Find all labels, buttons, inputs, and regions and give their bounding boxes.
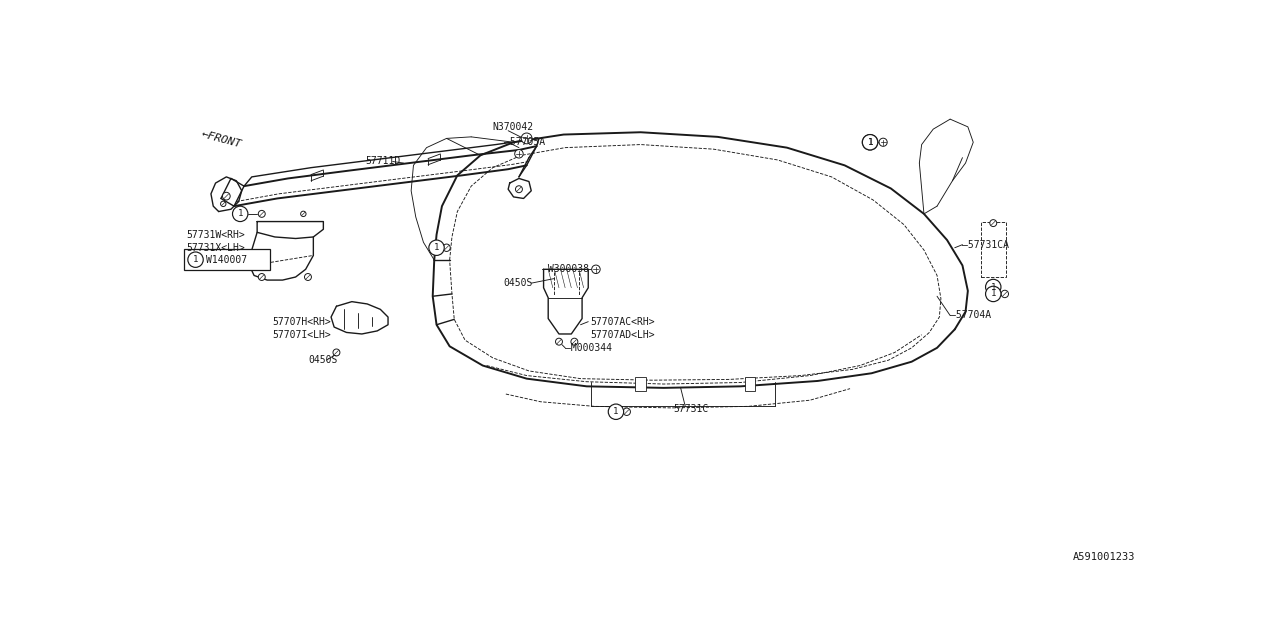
Circle shape [556,338,562,345]
Circle shape [863,134,878,150]
Circle shape [305,273,311,280]
FancyBboxPatch shape [184,249,270,270]
Circle shape [989,220,997,227]
Text: —57704A: —57704A [950,310,991,321]
Circle shape [443,244,451,252]
Text: 57707H<RH>: 57707H<RH> [273,317,332,326]
Bar [980,221,1006,277]
Text: A591001233: A591001233 [1073,552,1135,562]
Text: 0450S: 0450S [308,355,338,365]
Text: W140007: W140007 [206,255,247,265]
Text: N370042: N370042 [493,122,534,132]
Circle shape [233,206,248,221]
Circle shape [333,349,340,356]
Circle shape [515,150,524,158]
Circle shape [259,211,265,218]
Circle shape [986,286,1001,301]
Circle shape [521,133,532,144]
Circle shape [220,201,227,207]
Text: 57731X<LH>: 57731X<LH> [187,243,244,253]
Text: 57731C: 57731C [673,404,708,415]
Text: 1: 1 [434,243,439,252]
Circle shape [1001,291,1009,298]
Text: —57705A: —57705A [503,137,545,147]
Circle shape [623,408,631,415]
Text: 1: 1 [991,282,996,291]
Circle shape [879,138,887,147]
Bar [635,377,646,391]
Text: —W300038: —W300038 [541,264,589,275]
Text: 0450S: 0450S [503,278,532,288]
Circle shape [863,134,878,150]
Text: 1: 1 [868,138,873,147]
Text: 57707AC<RH>: 57707AC<RH> [590,317,655,326]
Circle shape [188,252,204,268]
Circle shape [223,192,230,200]
Text: 1: 1 [868,138,873,147]
Text: 57707AD<LH>: 57707AD<LH> [590,330,655,340]
Text: 1: 1 [991,289,996,298]
Text: 1: 1 [613,407,618,416]
Circle shape [571,338,577,345]
Text: ←FRONT: ←FRONT [200,130,243,150]
Text: 57707I<LH>: 57707I<LH> [273,330,332,340]
Circle shape [608,404,623,419]
Text: 57731W<RH>: 57731W<RH> [187,230,244,239]
Text: —57731CA: —57731CA [963,239,1010,250]
Circle shape [986,279,1001,294]
Text: 1: 1 [193,255,198,264]
Circle shape [301,211,306,216]
Text: 1: 1 [238,209,243,218]
Circle shape [591,265,600,273]
Text: —M000344: —M000344 [566,343,612,353]
Circle shape [259,273,265,280]
Circle shape [429,240,444,255]
Bar [745,377,755,391]
Circle shape [516,186,522,193]
Text: 57711D: 57711D [365,157,401,166]
